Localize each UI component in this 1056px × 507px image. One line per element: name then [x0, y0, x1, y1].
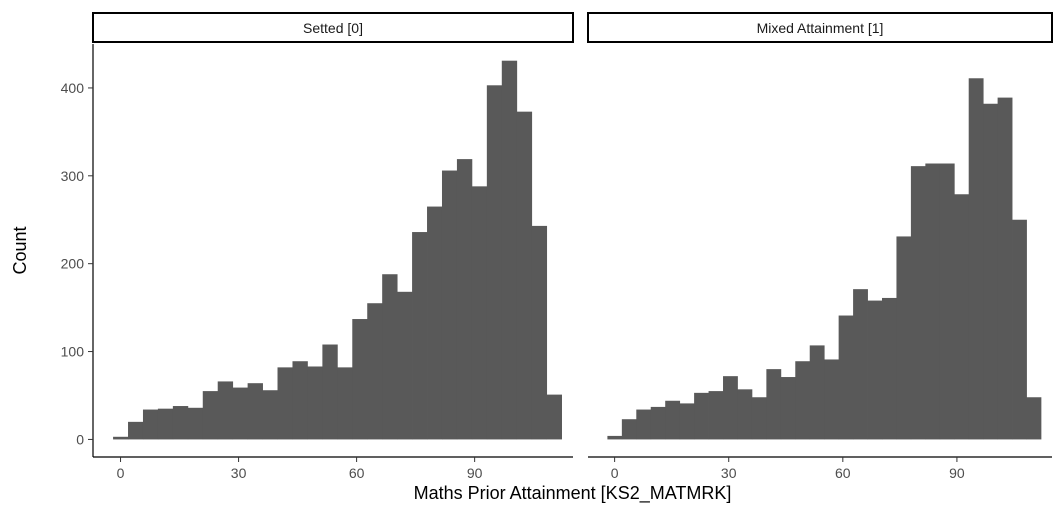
histogram-bar	[853, 289, 868, 440]
histogram-bar	[157, 408, 174, 440]
facet-strip-label-setted: Setted [0]	[303, 20, 363, 36]
histogram-bar	[694, 392, 709, 440]
histogram-bar	[531, 225, 548, 440]
histogram-bar	[723, 376, 738, 440]
bars-mixed-attainment	[607, 78, 1042, 440]
x-axis-setted: 0 30 60 90	[93, 456, 573, 481]
histogram-bar	[1012, 219, 1027, 440]
histogram-bar	[202, 391, 219, 440]
histogram-bar	[337, 367, 353, 440]
facet-strip-setted	[92, 12, 574, 43]
x-tick-label: 0	[117, 465, 125, 481]
histogram-bar	[983, 103, 999, 440]
x-tick-label: 60	[349, 465, 365, 481]
x-tick-label: 60	[835, 465, 851, 481]
facet-setted: Setted [0] 0 30 60 90	[92, 12, 574, 481]
y-tick-label: 200	[61, 256, 85, 272]
histogram-bar	[247, 383, 263, 440]
histogram-bar	[187, 407, 204, 440]
histogram-bar	[307, 366, 323, 440]
bars-setted	[113, 60, 562, 440]
x-tick-label: 90	[467, 465, 483, 481]
histogram-bar	[546, 394, 562, 440]
histogram-bar	[910, 166, 926, 440]
histogram-bar	[128, 421, 144, 440]
histogram-bar	[954, 194, 970, 440]
histogram-bar	[838, 315, 854, 440]
x-tick-label: 30	[231, 465, 247, 481]
x-tick-label: 30	[721, 465, 737, 481]
histogram-bar	[896, 236, 912, 440]
histogram-bar	[397, 291, 413, 440]
histogram-bar	[262, 390, 278, 440]
histogram-bar	[456, 159, 473, 440]
histogram-bar	[621, 419, 637, 440]
histogram-bar	[679, 403, 695, 440]
histogram-bar	[665, 400, 681, 440]
histogram-bar	[113, 436, 129, 440]
histogram-bar	[824, 359, 840, 440]
y-axis-title: Count	[10, 226, 30, 274]
histogram-bar	[217, 381, 234, 440]
histogram-bar	[997, 97, 1013, 440]
x-tick-label: 0	[611, 465, 619, 481]
histogram-bar	[322, 344, 338, 440]
histogram-bar	[501, 60, 518, 440]
facet-strip-label-mixed-attainment: Mixed Attainment [1]	[757, 20, 884, 36]
histogram-bar	[516, 111, 533, 440]
histogram-bar	[607, 435, 623, 440]
x-axis-mixed-attainment: 0 30 60 90	[588, 456, 1052, 481]
histogram-bar	[795, 361, 811, 440]
histogram-bar	[277, 367, 293, 440]
histogram-bar	[881, 297, 897, 440]
histogram-bar	[172, 406, 189, 440]
histogram-bar	[708, 391, 724, 440]
histogram-bar	[939, 163, 955, 440]
histogram-bar	[427, 206, 443, 440]
histogram-bar	[486, 85, 503, 440]
y-tick-label: 400	[61, 80, 85, 96]
histogram-bar	[780, 377, 796, 440]
histogram-bar	[650, 406, 666, 440]
histogram-bar	[352, 319, 368, 440]
histogram-bar	[809, 345, 825, 440]
histogram-bar	[142, 409, 159, 440]
facet-mixed-attainment: Mixed Attainment [1] 0 30 60 90	[587, 12, 1053, 481]
histogram-bar	[925, 163, 941, 440]
histogram-bar	[968, 78, 984, 440]
histogram-bar	[1026, 397, 1042, 440]
histogram-bar	[232, 387, 249, 440]
histogram-bar	[412, 232, 428, 440]
histogram-bar	[636, 409, 652, 440]
histogram-bar	[737, 389, 753, 440]
histogram-bar	[367, 303, 383, 440]
x-tick-label: 90	[949, 465, 965, 481]
y-tick-label: 0	[76, 431, 84, 447]
histogram-bar	[751, 397, 767, 440]
facet-strip-mixed-attainment	[587, 12, 1053, 43]
y-tick-label: 100	[61, 344, 85, 360]
x-axis-title: Maths Prior Attainment [KS2_MATMRK]	[414, 483, 732, 504]
histogram-bar	[766, 369, 782, 440]
y-tick-label: 300	[61, 168, 85, 184]
histogram-bar	[867, 300, 883, 440]
histogram-bar	[471, 186, 488, 440]
histogram-bar	[382, 274, 398, 440]
y-axis: 0 100 200 300 400	[61, 44, 94, 457]
histogram-bar	[441, 170, 458, 440]
histogram-bar	[292, 361, 308, 440]
